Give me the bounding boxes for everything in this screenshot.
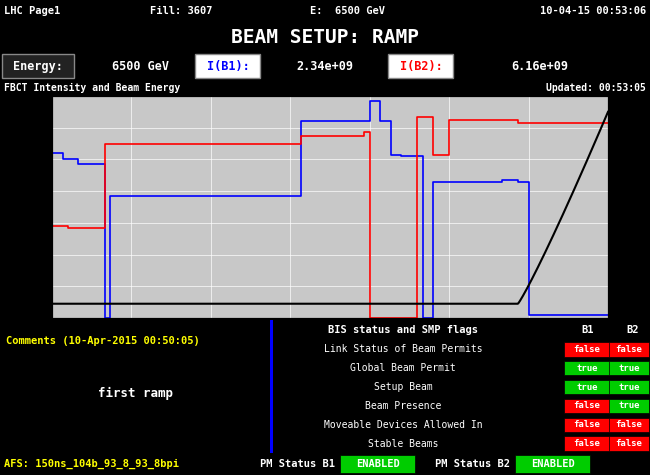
Text: B2: B2 bbox=[627, 325, 639, 335]
Text: false: false bbox=[616, 420, 642, 429]
Text: LHC Page1: LHC Page1 bbox=[4, 6, 60, 16]
Text: false: false bbox=[616, 439, 642, 448]
Text: 10-04-15 00:53:06: 10-04-15 00:53:06 bbox=[540, 6, 646, 16]
Y-axis label: Energy (GeV): Energy (GeV) bbox=[641, 174, 650, 239]
Text: false: false bbox=[616, 345, 642, 354]
Text: Link Status of Beam Permits: Link Status of Beam Permits bbox=[324, 344, 482, 354]
Bar bbox=[609, 380, 649, 394]
Text: true: true bbox=[577, 364, 598, 373]
Text: FBCT Intensity and Beam Energy: FBCT Intensity and Beam Energy bbox=[4, 83, 180, 93]
Bar bbox=[2, 54, 74, 78]
Text: I(B1):: I(B1): bbox=[207, 59, 250, 73]
Text: Beam Presence: Beam Presence bbox=[365, 401, 441, 411]
Bar bbox=[564, 399, 610, 413]
Text: Fill: 3607: Fill: 3607 bbox=[150, 6, 213, 16]
Bar bbox=[340, 455, 415, 473]
Text: ENABLED: ENABLED bbox=[531, 459, 575, 469]
Text: Setup Beam: Setup Beam bbox=[374, 382, 432, 392]
Text: BIS status and SMP flags: BIS status and SMP flags bbox=[328, 325, 478, 335]
Text: 2.34e+09: 2.34e+09 bbox=[296, 59, 354, 73]
Bar bbox=[515, 455, 590, 473]
Text: Energy:: Energy: bbox=[13, 59, 63, 73]
Text: Stable Beams: Stable Beams bbox=[368, 438, 438, 448]
Bar bbox=[270, 320, 273, 453]
Text: Updated: 00:53:05: Updated: 00:53:05 bbox=[546, 83, 646, 93]
Bar bbox=[609, 361, 649, 375]
Bar bbox=[195, 54, 260, 78]
Text: false: false bbox=[573, 420, 601, 429]
Text: first ramp: first ramp bbox=[99, 387, 174, 399]
Text: AFS: 150ns_104b_93_8_93_8bpi: AFS: 150ns_104b_93_8_93_8bpi bbox=[4, 459, 179, 469]
Text: 6500 GeV: 6500 GeV bbox=[112, 59, 168, 73]
Bar bbox=[564, 380, 610, 394]
Text: BEAM SETUP: RAMP: BEAM SETUP: RAMP bbox=[231, 28, 419, 47]
Text: true: true bbox=[618, 401, 640, 410]
Y-axis label: Intensity: Intensity bbox=[16, 186, 26, 228]
Bar bbox=[564, 437, 610, 451]
Text: PM Status B1: PM Status B1 bbox=[260, 459, 335, 469]
Bar bbox=[564, 361, 610, 375]
Text: E:  6500 GeV: E: 6500 GeV bbox=[310, 6, 385, 16]
Bar bbox=[609, 418, 649, 432]
Text: true: true bbox=[618, 364, 640, 373]
Bar bbox=[564, 342, 610, 357]
Text: false: false bbox=[573, 401, 601, 410]
Bar bbox=[388, 54, 453, 78]
Text: false: false bbox=[573, 439, 601, 448]
Text: Comments (10-Apr-2015 00:50:05): Comments (10-Apr-2015 00:50:05) bbox=[6, 336, 200, 346]
Bar bbox=[609, 342, 649, 357]
Text: false: false bbox=[573, 345, 601, 354]
Text: I(B2):: I(B2): bbox=[400, 59, 443, 73]
Bar bbox=[609, 437, 649, 451]
Text: B1: B1 bbox=[582, 325, 594, 335]
Text: ENABLED: ENABLED bbox=[356, 459, 400, 469]
Text: Global Beam Permit: Global Beam Permit bbox=[350, 363, 456, 373]
Text: true: true bbox=[577, 382, 598, 391]
Text: Moveable Devices Allowed In: Moveable Devices Allowed In bbox=[324, 420, 482, 430]
Text: 6.16e+09: 6.16e+09 bbox=[512, 59, 569, 73]
Text: true: true bbox=[618, 382, 640, 391]
Text: PM Status B2: PM Status B2 bbox=[435, 459, 510, 469]
Bar bbox=[609, 399, 649, 413]
Bar bbox=[564, 418, 610, 432]
